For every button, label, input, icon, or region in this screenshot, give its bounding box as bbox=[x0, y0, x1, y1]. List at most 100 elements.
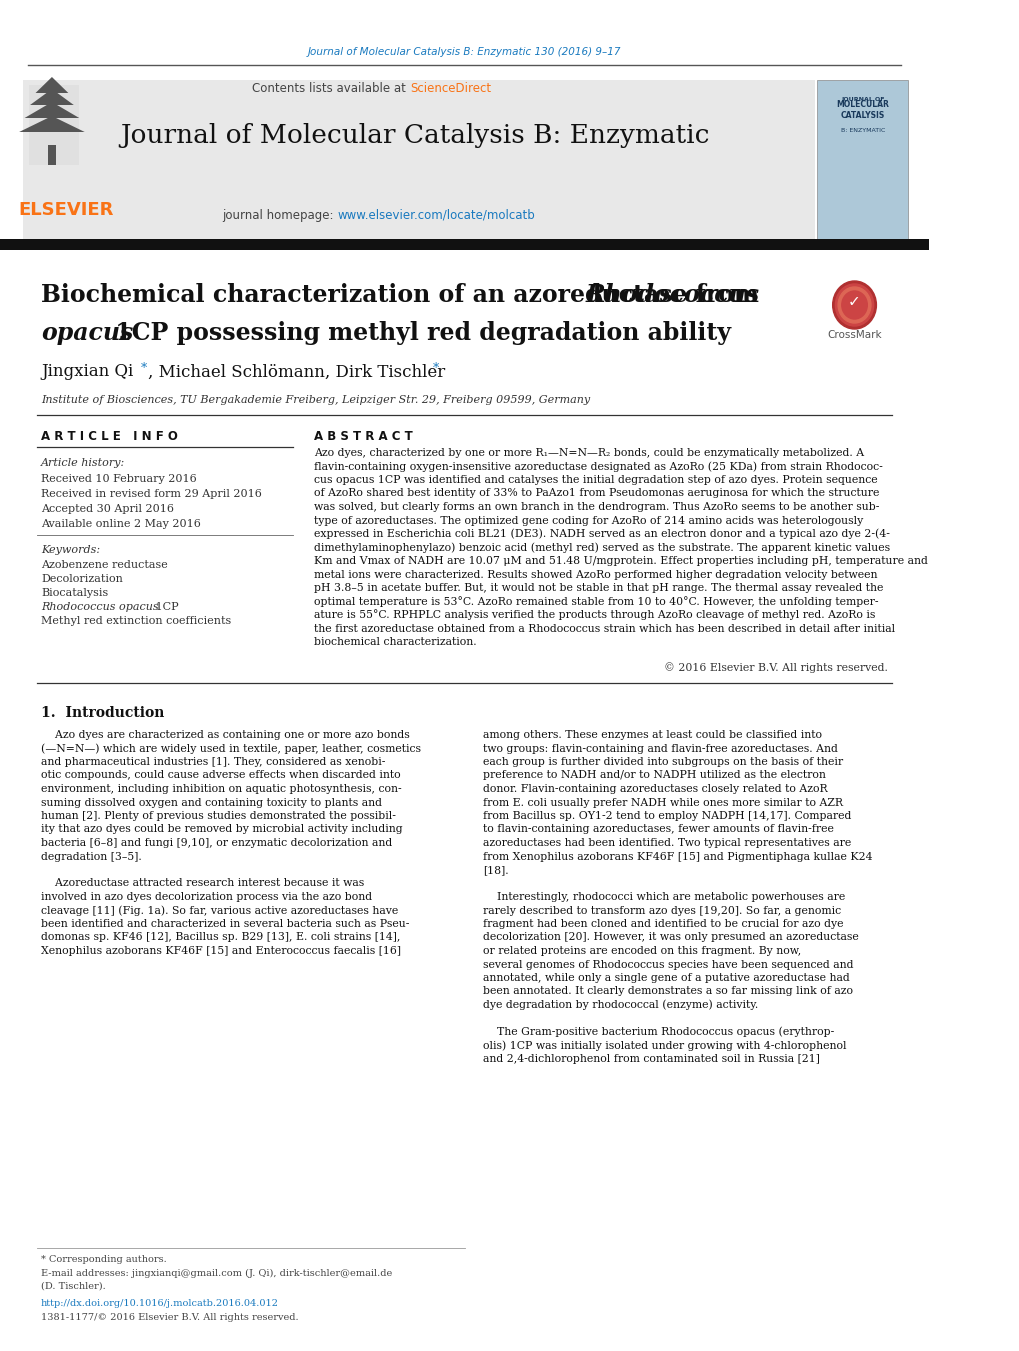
Text: to flavin-containing azoreductases, fewer amounts of flavin-free: to flavin-containing azoreductases, fewe… bbox=[482, 824, 833, 835]
Text: fragment had been cloned and identified to be crucial for azo dye: fragment had been cloned and identified … bbox=[482, 919, 843, 929]
Text: B: ENZYMATIC: B: ENZYMATIC bbox=[840, 127, 884, 132]
Text: several genomes of Rhodococcus species have been sequenced and: several genomes of Rhodococcus species h… bbox=[482, 959, 853, 970]
Bar bbox=[816, 80, 907, 242]
Text: Accepted 30 April 2016: Accepted 30 April 2016 bbox=[41, 504, 174, 513]
Polygon shape bbox=[19, 116, 85, 132]
Text: been annotated. It clearly demonstrates a so far missing link of azo: been annotated. It clearly demonstrates … bbox=[482, 986, 852, 997]
Text: MOLECULAR
CATALYSIS: MOLECULAR CATALYSIS bbox=[836, 100, 889, 120]
Text: E-mail addresses: jingxianqi@gmail.com (J. Qi), dirk-tischler@email.de: E-mail addresses: jingxianqi@gmail.com (… bbox=[41, 1269, 392, 1278]
Text: azoreductases had been identified. Two typical representatives are: azoreductases had been identified. Two t… bbox=[482, 838, 850, 848]
Text: Azobenzene reductase: Azobenzene reductase bbox=[41, 561, 167, 570]
Text: *: * bbox=[141, 362, 147, 376]
Text: human [2]. Plenty of previous studies demonstrated the possibil-: human [2]. Plenty of previous studies de… bbox=[41, 811, 395, 821]
Text: domonas sp. KF46 [12], Bacillus sp. B29 [13], E. coli strains [14],: domonas sp. KF46 [12], Bacillus sp. B29 … bbox=[41, 932, 400, 943]
Text: metal ions were characterized. Results showed AzoRo performed higher degradation: metal ions were characterized. Results s… bbox=[314, 570, 877, 580]
Text: ScienceDirect: ScienceDirect bbox=[410, 81, 490, 95]
Text: Azo dyes, characterized by one or more R₁—N=N—R₂ bonds, could be enzymatically m: Azo dyes, characterized by one or more R… bbox=[314, 449, 863, 458]
Text: Azoreductase attracted research interest because it was: Azoreductase attracted research interest… bbox=[41, 878, 364, 889]
Text: Biochemical characterization of an azoreductase from: Biochemical characterization of an azore… bbox=[41, 282, 766, 307]
Text: Biocatalysis: Biocatalysis bbox=[41, 588, 108, 598]
Text: ature is 55°C. RPHPLC analysis verified the products through AzoRo cleavage of m: ature is 55°C. RPHPLC analysis verified … bbox=[314, 609, 875, 620]
Circle shape bbox=[838, 286, 870, 323]
Text: type of azoreductases. The optimized gene coding for AzoRo of 214 amino acids wa: type of azoreductases. The optimized gen… bbox=[314, 516, 863, 526]
Circle shape bbox=[835, 284, 873, 326]
Text: Decolorization: Decolorization bbox=[41, 574, 122, 584]
Text: Rhodococcus: Rhodococcus bbox=[585, 282, 759, 307]
Text: and pharmaceutical industries [1]. They, considered as xenobi-: and pharmaceutical industries [1]. They,… bbox=[41, 757, 385, 767]
Polygon shape bbox=[36, 77, 68, 93]
Text: Available online 2 May 2016: Available online 2 May 2016 bbox=[41, 519, 201, 530]
Text: (D. Tischler).: (D. Tischler). bbox=[41, 1282, 106, 1290]
Text: pH 3.8–5 in acetate buffer. But, it would not be stable in that pH range. The th: pH 3.8–5 in acetate buffer. But, it woul… bbox=[314, 584, 882, 593]
Text: www.elsevier.com/locate/molcatb: www.elsevier.com/locate/molcatb bbox=[336, 208, 534, 222]
Text: decolorization [20]. However, it was only presumed an azoreductase: decolorization [20]. However, it was onl… bbox=[482, 932, 858, 943]
Text: preference to NADH and/or to NADPH utilized as the electron: preference to NADH and/or to NADPH utili… bbox=[482, 770, 825, 781]
Text: Article history:: Article history: bbox=[41, 458, 125, 467]
Text: otic compounds, could cause adverse effects when discarded into: otic compounds, could cause adverse effe… bbox=[41, 770, 400, 781]
Text: opacus: opacus bbox=[41, 322, 133, 345]
Text: Keywords:: Keywords: bbox=[41, 544, 100, 555]
Text: or related proteins are encoded on this fragment. By now,: or related proteins are encoded on this … bbox=[482, 946, 800, 957]
Text: involved in azo dyes decolorization process via the azo bond: involved in azo dyes decolorization proc… bbox=[41, 892, 372, 902]
Bar bbox=[22, 80, 814, 242]
Text: annotated, while only a single gene of a putative azoreductase had: annotated, while only a single gene of a… bbox=[482, 973, 849, 984]
Text: dye degradation by rhodococcal (enzyme) activity.: dye degradation by rhodococcal (enzyme) … bbox=[482, 1000, 757, 1011]
Polygon shape bbox=[30, 89, 73, 105]
Text: ✓: ✓ bbox=[848, 295, 860, 309]
Text: suming dissolved oxygen and containing toxicity to plants and: suming dissolved oxygen and containing t… bbox=[41, 797, 382, 808]
Text: rarely described to transform azo dyes [19,20]. So far, a genomic: rarely described to transform azo dyes [… bbox=[482, 905, 840, 916]
Text: A B S T R A C T: A B S T R A C T bbox=[314, 431, 413, 443]
Text: *: * bbox=[432, 362, 438, 376]
Text: Contents lists available at: Contents lists available at bbox=[252, 81, 410, 95]
Circle shape bbox=[841, 290, 866, 319]
Text: ELSEVIER: ELSEVIER bbox=[18, 201, 113, 219]
Text: from E. coli usually prefer NADH while ones more similar to AZR: from E. coli usually prefer NADH while o… bbox=[482, 797, 842, 808]
Text: the first azoreductase obtained from a Rhodococcus strain which has been describ: the first azoreductase obtained from a R… bbox=[314, 624, 895, 634]
Text: from Xenophilus azoborans KF46F [15] and Pigmentiphaga kullae K24: from Xenophilus azoborans KF46F [15] and… bbox=[482, 851, 871, 862]
Text: degradation [3–5].: degradation [3–5]. bbox=[41, 851, 142, 862]
Text: The Gram-positive bacterium Rhodococcus opacus (erythrop-: The Gram-positive bacterium Rhodococcus … bbox=[482, 1027, 834, 1038]
Polygon shape bbox=[24, 101, 79, 118]
Bar bbox=[30, 85, 79, 165]
Text: http://dx.doi.org/10.1016/j.molcatb.2016.04.012: http://dx.doi.org/10.1016/j.molcatb.2016… bbox=[41, 1300, 279, 1309]
Text: 1CP: 1CP bbox=[152, 603, 178, 612]
Text: Received in revised form 29 April 2016: Received in revised form 29 April 2016 bbox=[41, 489, 262, 499]
Text: of AzoRo shared best identity of 33% to PaAzo1 from Pseudomonas aeruginosa for w: of AzoRo shared best identity of 33% to … bbox=[314, 489, 878, 499]
Text: (—N=N—) which are widely used in textile, paper, leather, cosmetics: (—N=N—) which are widely used in textile… bbox=[41, 743, 421, 754]
Text: © 2016 Elsevier B.V. All rights reserved.: © 2016 Elsevier B.V. All rights reserved… bbox=[663, 662, 888, 673]
Text: been identified and characterized in several bacteria such as Pseu-: been identified and characterized in sev… bbox=[41, 919, 409, 929]
Bar bbox=[48, 145, 55, 165]
Text: * Corresponding authors.: * Corresponding authors. bbox=[41, 1255, 166, 1265]
Text: 1CP possessing methyl red degradation ability: 1CP possessing methyl red degradation ab… bbox=[107, 322, 730, 345]
Text: cleavage [11] (Fig. 1a). So far, various active azoreductases have: cleavage [11] (Fig. 1a). So far, various… bbox=[41, 905, 397, 916]
Text: Methyl red extinction coefficients: Methyl red extinction coefficients bbox=[41, 616, 231, 626]
Text: Rhodococcus opacus: Rhodococcus opacus bbox=[41, 603, 159, 612]
Text: was solved, but clearly forms an own branch in the dendrogram. Thus AzoRo seems : was solved, but clearly forms an own bra… bbox=[314, 503, 878, 512]
Text: Interestingly, rhodococci which are metabolic powerhouses are: Interestingly, rhodococci which are meta… bbox=[482, 892, 845, 902]
Text: Jingxian Qi: Jingxian Qi bbox=[41, 363, 133, 381]
Text: expressed in Escherichia coli BL21 (DE3). NADH served as an electron donor and a: expressed in Escherichia coli BL21 (DE3)… bbox=[314, 528, 890, 539]
Text: 1.  Introduction: 1. Introduction bbox=[41, 707, 164, 720]
Text: Km and Vmax of NADH are 10.07 μM and 51.48 U/mgprotein. Effect properties includ: Km and Vmax of NADH are 10.07 μM and 51.… bbox=[314, 557, 927, 566]
Text: [18].: [18]. bbox=[482, 865, 508, 875]
Circle shape bbox=[832, 281, 875, 330]
Text: and 2,4-dichlorophenol from contaminated soil in Russia [21]: and 2,4-dichlorophenol from contaminated… bbox=[482, 1054, 819, 1065]
Text: optimal temperature is 53°C. AzoRo remained stable from 10 to 40°C. However, the: optimal temperature is 53°C. AzoRo remai… bbox=[314, 596, 878, 607]
Text: two groups: flavin-containing and flavin-free azoreductases. And: two groups: flavin-containing and flavin… bbox=[482, 743, 837, 754]
Text: CrossMark: CrossMark bbox=[826, 330, 881, 340]
Text: flavin-containing oxygen-insensitive azoreductase designated as AzoRo (25 KDa) f: flavin-containing oxygen-insensitive azo… bbox=[314, 461, 882, 471]
Text: dimethylaminophenylazo) benzoic acid (methyl red) served as the substrate. The a: dimethylaminophenylazo) benzoic acid (me… bbox=[314, 542, 890, 553]
Text: olis) 1CP was initially isolated under growing with 4-chlorophenol: olis) 1CP was initially isolated under g… bbox=[482, 1040, 846, 1051]
Text: 1381-1177/© 2016 Elsevier B.V. All rights reserved.: 1381-1177/© 2016 Elsevier B.V. All right… bbox=[41, 1313, 299, 1321]
Text: environment, including inhibition on aquatic photosynthesis, con-: environment, including inhibition on aqu… bbox=[41, 784, 401, 794]
Text: cus opacus 1CP was identified and catalyses the initial degradation step of azo : cus opacus 1CP was identified and cataly… bbox=[314, 476, 877, 485]
Text: Journal of Molecular Catalysis B: Enzymatic: Journal of Molecular Catalysis B: Enzyma… bbox=[119, 123, 708, 147]
Text: , Michael Schlömann, Dirk Tischler: , Michael Schlömann, Dirk Tischler bbox=[148, 363, 444, 381]
Text: ELSEVIER
TREE: ELSEVIER TREE bbox=[38, 113, 70, 127]
Text: Received 10 February 2016: Received 10 February 2016 bbox=[41, 474, 197, 484]
Text: bacteria [6–8] and fungi [9,10], or enzymatic decolorization and: bacteria [6–8] and fungi [9,10], or enzy… bbox=[41, 838, 392, 848]
Bar bbox=[0, 239, 928, 250]
Text: Institute of Biosciences, TU Bergakademie Freiberg, Leipziger Str. 29, Freiberg : Institute of Biosciences, TU Bergakademi… bbox=[41, 394, 590, 405]
Text: JOURNAL OF: JOURNAL OF bbox=[841, 97, 883, 103]
Text: donor. Flavin-containing azoreductases closely related to AzoR: donor. Flavin-containing azoreductases c… bbox=[482, 784, 826, 794]
